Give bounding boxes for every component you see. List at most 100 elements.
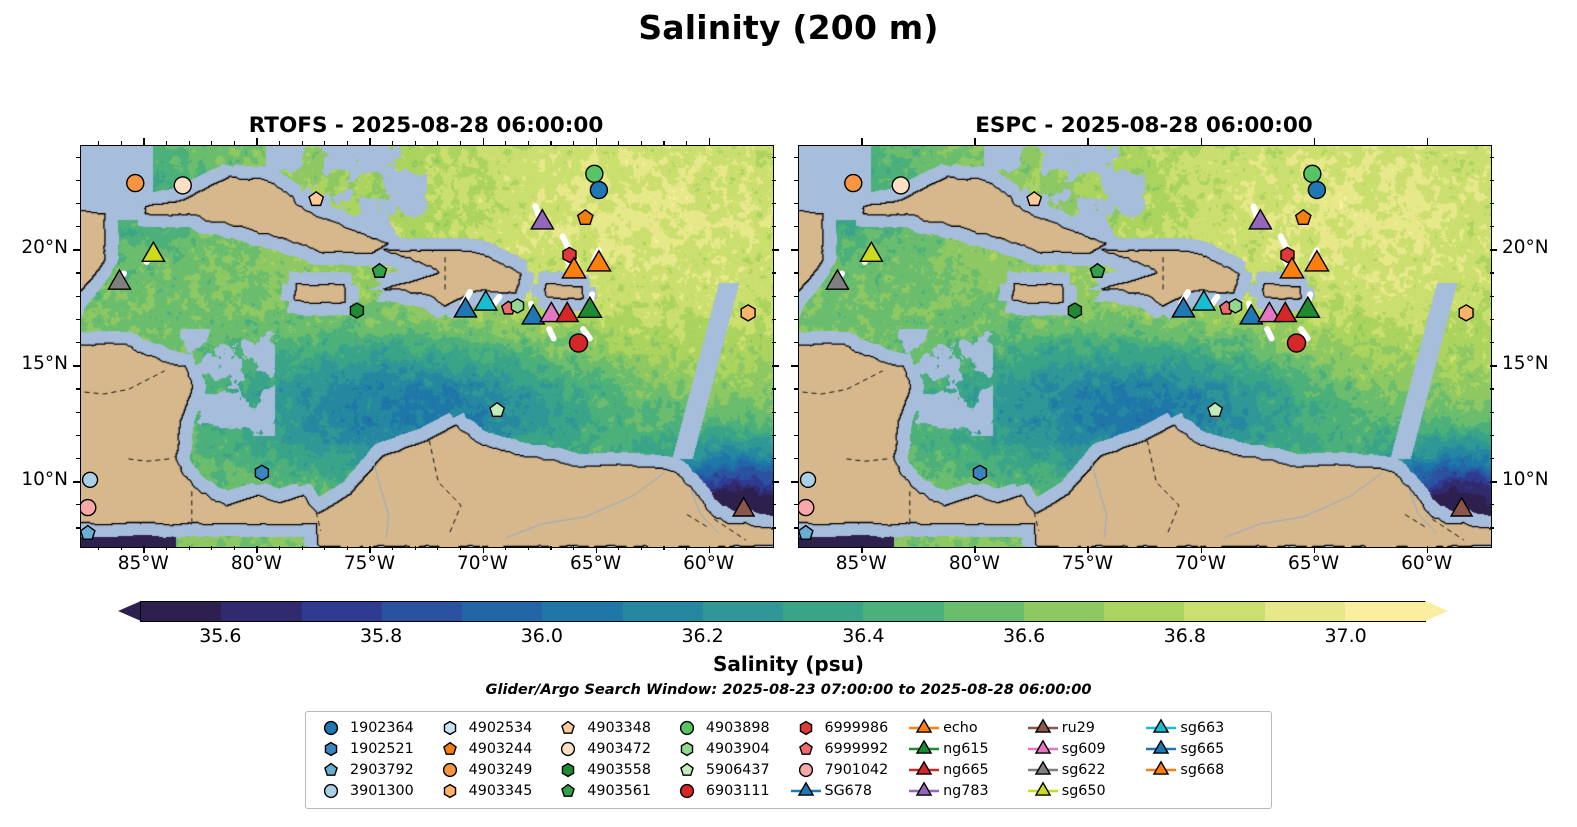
xtick-minor bbox=[211, 141, 213, 145]
legend-entry-6999992[interactable]: 6999992 bbox=[789, 739, 908, 760]
map-marker-4903249[interactable] bbox=[844, 173, 863, 193]
map-marker-4903904[interactable] bbox=[1228, 298, 1243, 314]
map-marker-1902521[interactable] bbox=[972, 464, 988, 482]
map-marker-1902521[interactable] bbox=[254, 464, 270, 482]
legend-entry-1902521[interactable]: 1902521 bbox=[314, 739, 433, 760]
map-marker-6903111[interactable] bbox=[1286, 333, 1307, 353]
map-marker-4903244[interactable] bbox=[1294, 208, 1312, 226]
ytick-minor bbox=[772, 527, 776, 529]
map-marker-4903345[interactable] bbox=[740, 304, 756, 322]
map-marker-sg609[interactable] bbox=[1257, 301, 1282, 323]
legend-entry-sg650[interactable]: sg650 bbox=[1026, 780, 1145, 801]
map-marker-SG678[interactable] bbox=[520, 303, 546, 325]
map-marker-ru29[interactable] bbox=[1449, 496, 1474, 517]
legend-entry-4903249[interactable]: 4903249 bbox=[433, 760, 552, 781]
legend-entry-sg665[interactable]: sg665 bbox=[1144, 739, 1263, 760]
legend-entry-4903244[interactable]: 4903244 bbox=[433, 739, 552, 760]
map-marker-4903561[interactable] bbox=[1089, 262, 1106, 278]
salinity-map-rtofs bbox=[81, 146, 773, 547]
map-marker-4903348[interactable] bbox=[1026, 190, 1043, 207]
legend-entry-4903561[interactable]: 4903561 bbox=[551, 780, 670, 801]
map-marker-4903558[interactable] bbox=[1067, 302, 1083, 319]
legend-entry-4903348[interactable]: 4903348 bbox=[551, 718, 670, 739]
map-marker-sg663[interactable] bbox=[473, 289, 499, 311]
ytick-minor bbox=[76, 411, 80, 413]
map-marker-4903249[interactable] bbox=[126, 173, 145, 193]
legend-entry-4902534[interactable]: 4902534 bbox=[433, 718, 552, 739]
map-marker-4903898[interactable] bbox=[585, 164, 604, 184]
ytick-minor bbox=[1490, 504, 1494, 506]
map-marker-1902364[interactable] bbox=[1307, 180, 1327, 200]
map-marker-4903244[interactable] bbox=[576, 208, 594, 226]
map-marker-echo[interactable] bbox=[1279, 256, 1305, 279]
map-marker-sg609[interactable] bbox=[539, 301, 564, 323]
map-panel-rtofs[interactable] bbox=[80, 145, 774, 548]
map-marker-echo[interactable] bbox=[561, 256, 587, 279]
pentagon-marker-icon bbox=[433, 739, 467, 759]
legend-entry-ru29[interactable]: ru29 bbox=[1026, 718, 1145, 739]
legend-entry-echo[interactable]: echo bbox=[907, 718, 1026, 739]
map-marker-5906437[interactable] bbox=[489, 401, 506, 418]
map-marker-4903348[interactable] bbox=[308, 190, 325, 207]
ytick-minor bbox=[794, 457, 798, 460]
map-marker-3901300[interactable] bbox=[799, 471, 817, 488]
map-marker-ng665[interactable] bbox=[554, 301, 580, 323]
map-marker-4903472[interactable] bbox=[891, 176, 910, 195]
map-marker-ng783[interactable] bbox=[1248, 208, 1273, 230]
map-marker-1902364[interactable] bbox=[589, 180, 609, 200]
map-marker-sg665[interactable] bbox=[453, 296, 478, 318]
map-marker-sg650[interactable] bbox=[859, 240, 884, 263]
legend-entry-sg622[interactable]: sg622 bbox=[1026, 760, 1145, 781]
legend-entry-7901042[interactable]: 7901042 bbox=[789, 760, 908, 781]
legend-entry-1902364[interactable]: 1902364 bbox=[314, 718, 433, 739]
legend-entry-5906437[interactable]: 5906437 bbox=[670, 760, 789, 781]
legend[interactable]: 1902364 1902521 2903792 3901300 4902534 49032… bbox=[305, 711, 1272, 810]
legend-entry-sg668[interactable]: sg668 bbox=[1144, 760, 1263, 781]
map-marker-ng665[interactable] bbox=[1272, 301, 1298, 323]
legend-entry-sg609[interactable]: sg609 bbox=[1026, 739, 1145, 760]
legend-entry-4903904[interactable]: 4903904 bbox=[670, 739, 789, 760]
map-marker-sg663[interactable] bbox=[1191, 289, 1217, 311]
map-marker-sg668[interactable] bbox=[586, 249, 612, 272]
map-marker-4903898[interactable] bbox=[1303, 164, 1322, 184]
map-marker-ng783[interactable] bbox=[530, 208, 555, 230]
map-marker-7901042[interactable] bbox=[799, 498, 815, 517]
legend-entry-2903792[interactable]: 2903792 bbox=[314, 760, 433, 781]
map-marker-sg650[interactable] bbox=[141, 240, 166, 263]
map-marker-sg622[interactable] bbox=[825, 268, 850, 290]
legend-entry-3901300[interactable]: 3901300 bbox=[314, 780, 433, 801]
map-marker-4903345[interactable] bbox=[1458, 304, 1474, 322]
map-marker-4903558[interactable] bbox=[349, 302, 365, 319]
map-marker-ng615[interactable] bbox=[1294, 295, 1321, 318]
legend-entry-SG678[interactable]: SG678 bbox=[789, 780, 908, 801]
ytick-minor bbox=[76, 295, 80, 297]
map-marker-7901042[interactable] bbox=[81, 498, 97, 517]
map-marker-2903792[interactable] bbox=[799, 524, 814, 540]
legend-entry-ng783[interactable]: ng783 bbox=[907, 780, 1026, 801]
legend-entry-4903345[interactable]: 4903345 bbox=[433, 780, 552, 801]
map-marker-6903111[interactable] bbox=[568, 333, 589, 353]
map-marker-SG678[interactable] bbox=[1238, 303, 1264, 325]
map-marker-3901300[interactable] bbox=[81, 471, 99, 488]
legend-label: ng665 bbox=[943, 761, 989, 778]
legend-entry-4903472[interactable]: 4903472 bbox=[551, 739, 670, 760]
xtick-major bbox=[861, 138, 863, 145]
map-marker-5906437[interactable] bbox=[1207, 401, 1224, 418]
map-marker-sg622[interactable] bbox=[107, 268, 132, 290]
map-marker-sg668[interactable] bbox=[1304, 249, 1330, 272]
legend-entry-6999986[interactable]: 6999986 bbox=[789, 718, 908, 739]
map-marker-4903561[interactable] bbox=[371, 262, 388, 278]
legend-entry-6903111[interactable]: 6903111 bbox=[670, 780, 789, 801]
map-marker-4903904[interactable] bbox=[510, 298, 525, 314]
legend-entry-sg663[interactable]: sg663 bbox=[1144, 718, 1263, 739]
legend-entry-4903898[interactable]: 4903898 bbox=[670, 718, 789, 739]
map-marker-ng615[interactable] bbox=[576, 295, 603, 318]
map-panel-espc[interactable] bbox=[798, 145, 1492, 548]
legend-entry-ng665[interactable]: ng665 bbox=[907, 760, 1026, 781]
map-marker-ru29[interactable] bbox=[731, 496, 756, 517]
map-marker-4903472[interactable] bbox=[173, 176, 192, 195]
map-marker-sg665[interactable] bbox=[1171, 296, 1196, 318]
legend-entry-4903558[interactable]: 4903558 bbox=[551, 760, 670, 781]
map-marker-2903792[interactable] bbox=[81, 524, 96, 540]
legend-entry-ng615[interactable]: ng615 bbox=[907, 739, 1026, 760]
